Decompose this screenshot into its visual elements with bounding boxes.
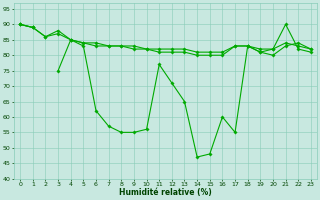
X-axis label: Humidité relative (%): Humidité relative (%) <box>119 188 212 197</box>
